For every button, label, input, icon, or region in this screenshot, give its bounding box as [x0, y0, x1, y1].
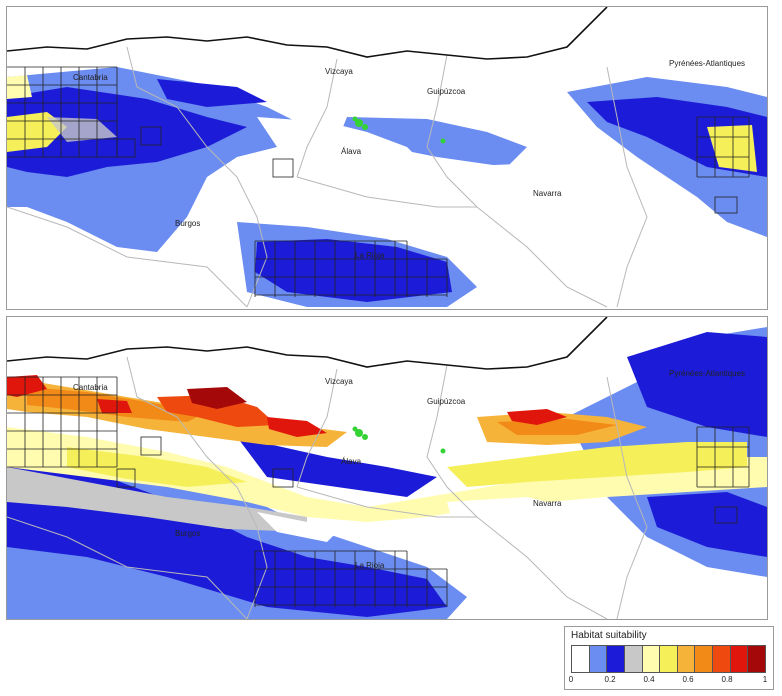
label-la-rioja: La Rioja [355, 251, 385, 260]
label-la-rioja: La Rioja [355, 561, 385, 570]
legend-swatch [642, 645, 661, 673]
map-panel-projected: Cantabria Vizcaya Guipúzcoa Pyrénées-Atl… [6, 316, 768, 620]
legend-title: Habitat suitability [571, 630, 647, 641]
legend-swatch [660, 645, 678, 673]
label-burgos: Burgos [175, 529, 201, 538]
label-navarra: Navarra [533, 499, 562, 508]
legend-color-ramp [571, 645, 767, 673]
label-pyrenees-atlantiques: Pyrénées-Atlantiques [669, 369, 746, 378]
habitat-suitability-legend: Habitat suitability 0 0.2 0.4 0.6 0.8 1 [564, 626, 774, 690]
legend-tick: 0.6 [682, 675, 694, 684]
habitat-map-current [7, 7, 767, 308]
legend-swatch [589, 645, 608, 673]
legend-swatch [748, 645, 767, 673]
map-panel-current: Cantabria Vizcaya Guipúzcoa Pyrénées-Atl… [6, 6, 768, 310]
legend-tick: 0.8 [721, 675, 733, 684]
legend-swatch [730, 645, 749, 673]
legend-swatch [571, 645, 590, 673]
legend-swatch [713, 645, 731, 673]
label-cantabria: Cantabria [73, 383, 108, 392]
habitat-map-projected [7, 317, 767, 619]
label-vizcaya: Vizcaya [325, 377, 353, 386]
legend-swatch [677, 645, 696, 673]
label-cantabria: Cantabria [73, 73, 108, 82]
legend-tick: 0.4 [643, 675, 655, 684]
legend-tick: 0 [568, 675, 574, 684]
legend-tick: 0.2 [604, 675, 616, 684]
label-pyrenees-atlantiques: Pyrénées-Atlantiques [669, 59, 746, 68]
legend-swatch [695, 645, 714, 673]
label-navarra: Navarra [533, 189, 562, 198]
legend-tick: 1 [762, 675, 768, 684]
label-vizcaya: Vizcaya [325, 67, 353, 76]
label-burgos: Burgos [175, 219, 201, 228]
legend-swatch [624, 645, 643, 673]
label-alava: Álava [341, 147, 362, 156]
label-guipuzcoa: Guipúzcoa [427, 397, 466, 406]
label-guipuzcoa: Guipúzcoa [427, 87, 466, 96]
legend-swatch [607, 645, 625, 673]
label-alava: Álava [341, 457, 362, 466]
